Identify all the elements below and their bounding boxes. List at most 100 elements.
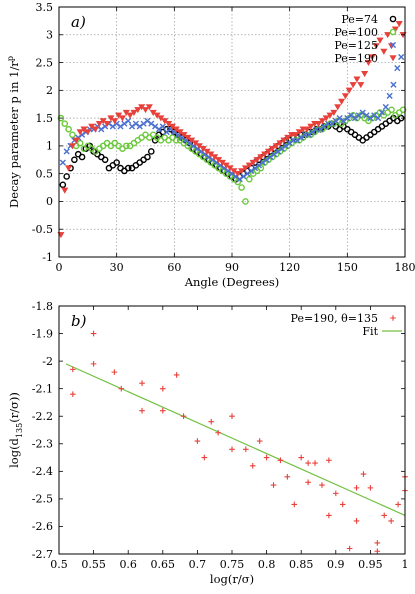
data-point	[394, 65, 401, 72]
data-point	[346, 545, 353, 552]
y-tick-label: -2.6	[32, 520, 53, 533]
data-point	[71, 156, 78, 164]
data-point	[338, 98, 346, 105]
data-point	[303, 126, 311, 133]
legend-swatch	[389, 55, 397, 62]
data-point	[357, 82, 365, 89]
data-point	[155, 126, 163, 133]
data-point	[160, 407, 166, 414]
data-point	[244, 170, 251, 177]
data-point	[333, 490, 339, 497]
data-point	[314, 120, 323, 128]
data-point	[255, 162, 263, 169]
data-point	[294, 137, 301, 144]
x-tick-label: 0.5	[50, 558, 68, 571]
x-tick-label: 90	[225, 261, 239, 274]
data-point	[291, 501, 298, 508]
data-point	[317, 126, 324, 133]
data-point	[359, 109, 366, 116]
data-point	[298, 134, 305, 141]
data-point	[253, 157, 261, 164]
data-point	[270, 482, 277, 488]
data-point	[374, 548, 381, 555]
legend-label: Fit	[362, 325, 378, 338]
legend-label: Pe=190, θ=135	[291, 312, 378, 325]
data-point	[148, 120, 155, 127]
data-point	[395, 501, 401, 508]
data-point	[84, 129, 92, 136]
data-point	[78, 153, 86, 161]
data-point	[95, 120, 103, 128]
data-point	[111, 369, 118, 375]
data-point	[261, 151, 269, 158]
legend-label: Pe=125	[334, 39, 378, 52]
data-point	[173, 372, 180, 378]
panel-label: a)	[71, 13, 86, 31]
legend-label: Pe=74	[341, 13, 378, 26]
panel-a-chart: 0 30 60 90 120 150 180 -1 -0.5 0 0.5 1 1.5 2 2.5 3 3.5 An…	[6, 1, 415, 289]
x-tick-label: 1	[402, 558, 409, 571]
data-point	[234, 178, 242, 186]
legend-swatch	[389, 41, 397, 49]
data-point	[309, 128, 316, 136]
data-point	[368, 54, 376, 61]
y-axis-label: log(d135(r/σ))	[7, 392, 24, 468]
data-point	[242, 198, 249, 205]
data-point	[121, 120, 128, 127]
y-tick-label: 1	[46, 140, 53, 153]
data-point	[248, 167, 255, 174]
y-axis-label-sup: p	[6, 56, 15, 61]
data-point	[132, 120, 139, 127]
data-point	[284, 134, 292, 141]
x-tick-label: 0.65	[151, 558, 176, 571]
x-tick-label: 0.9	[327, 558, 345, 571]
data-point	[130, 109, 138, 116]
data-point	[272, 143, 280, 150]
y-tick-label: 2	[46, 84, 53, 97]
data-point	[163, 128, 170, 136]
data-point	[307, 123, 315, 130]
y-axis-label-main: Decay parameter p in 1/r	[7, 61, 21, 208]
data-point	[355, 112, 362, 119]
y-axis-label-sub: 135	[15, 423, 24, 438]
series-1-markers	[70, 330, 408, 555]
data-point	[344, 115, 351, 122]
data-point	[378, 109, 386, 116]
y-tick-label: -1.9	[32, 327, 53, 340]
data-point	[144, 117, 151, 124]
data-point	[339, 501, 346, 508]
data-point	[348, 112, 355, 119]
data-point	[122, 142, 130, 150]
x-tick-label: 180	[395, 261, 415, 274]
data-point	[371, 112, 378, 119]
panel-b-chart: 0.5 0.55 0.6 0.65 0.7 0.75 0.8 0.85 0.9 0.95 1 -2.7…	[7, 300, 409, 586]
y-tick-label: -2.1	[32, 382, 53, 395]
data-point	[118, 385, 125, 392]
data-point	[251, 165, 259, 172]
x-tick-label: 0	[56, 261, 63, 274]
data-point	[305, 460, 311, 466]
data-point	[234, 170, 242, 178]
data-point	[390, 81, 397, 88]
data-point	[159, 123, 166, 130]
data-point	[326, 457, 332, 464]
data-point	[259, 159, 266, 166]
data-point	[263, 454, 270, 461]
data-point	[360, 471, 367, 477]
y-tick-label: 3.5	[36, 1, 54, 14]
data-point	[215, 429, 221, 436]
data-point	[312, 460, 318, 466]
data-point	[399, 106, 407, 114]
data-point	[243, 446, 249, 453]
data-point	[238, 168, 246, 175]
y-tick-label: -2.7	[32, 548, 53, 561]
data-point	[180, 413, 187, 420]
data-point	[126, 112, 134, 119]
data-point	[361, 70, 369, 78]
data-point	[322, 115, 330, 122]
data-point	[141, 107, 150, 114]
data-point	[59, 181, 67, 189]
data-point	[249, 463, 256, 469]
